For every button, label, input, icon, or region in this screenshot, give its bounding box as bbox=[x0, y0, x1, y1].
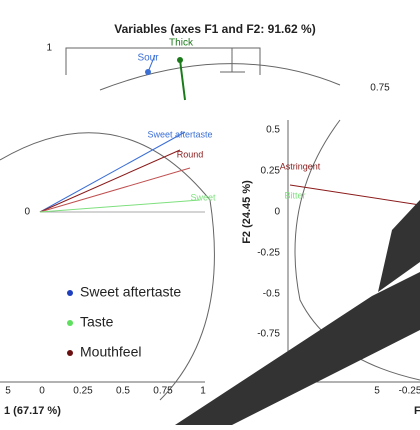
legend-label: Mouthfeel bbox=[80, 344, 141, 360]
label: Sour bbox=[137, 53, 159, 64]
vector bbox=[39, 131, 186, 213]
circle-arc bbox=[99, 63, 341, 91]
title: Variables (axes F1 and F2: 91.62 %) bbox=[114, 22, 315, 36]
point bbox=[145, 69, 151, 75]
circle-arc bbox=[0, 132, 215, 401]
legend-marker bbox=[67, 350, 73, 356]
vector bbox=[179, 59, 186, 101]
legend-marker bbox=[67, 320, 73, 326]
label: Thick bbox=[169, 38, 194, 49]
legend-label: Taste bbox=[80, 314, 114, 330]
x-tick-label: 0.25 bbox=[73, 386, 93, 397]
label: Sweet aftertaste bbox=[147, 129, 212, 139]
y-tick-label: -0.25 bbox=[257, 248, 280, 259]
label: Astringent bbox=[280, 161, 321, 171]
vector bbox=[289, 184, 420, 206]
y-tick-label: 0.5 bbox=[266, 125, 280, 136]
label: Bitter bbox=[284, 190, 305, 200]
tick-label: 0.75 bbox=[370, 83, 390, 94]
vector bbox=[39, 199, 201, 213]
y-tick-label: -0.75 bbox=[257, 329, 280, 340]
x-tick-label: -0.25 bbox=[399, 386, 420, 397]
circle-arc bbox=[294, 119, 420, 381]
y-tick-label: 0 bbox=[274, 207, 280, 218]
vector bbox=[39, 149, 181, 213]
overlay-shape bbox=[378, 200, 420, 292]
x-axis-title: 1 (67.17 %) bbox=[4, 405, 61, 417]
x-tick-label: 0.75 bbox=[153, 386, 173, 397]
y-tick-label: 0 bbox=[24, 207, 30, 218]
x-tick-label: 1 bbox=[200, 386, 206, 397]
legend-label: Sweet aftertaste bbox=[80, 284, 181, 300]
vector bbox=[147, 54, 156, 73]
y-tick-label: 1 bbox=[46, 43, 52, 54]
y-tick-label: -0.5 bbox=[263, 289, 281, 300]
x-tick-label: 5 bbox=[374, 386, 380, 397]
y-tick-label: 0.25 bbox=[261, 166, 281, 177]
point bbox=[177, 57, 183, 63]
x-tick-label: 0 bbox=[39, 386, 45, 397]
x-tick-label: 5 bbox=[5, 386, 11, 397]
label: Sweet bbox=[190, 192, 216, 202]
x-tick-label: 0.5 bbox=[116, 386, 130, 397]
overlay-shape bbox=[175, 272, 420, 425]
x-axis-title: F bbox=[414, 405, 420, 417]
axis bbox=[65, 47, 261, 75]
y-axis-title: F2 (24.45 %) bbox=[241, 180, 253, 244]
label: Round bbox=[177, 149, 204, 159]
vector bbox=[39, 167, 191, 213]
legend-marker bbox=[67, 290, 73, 296]
